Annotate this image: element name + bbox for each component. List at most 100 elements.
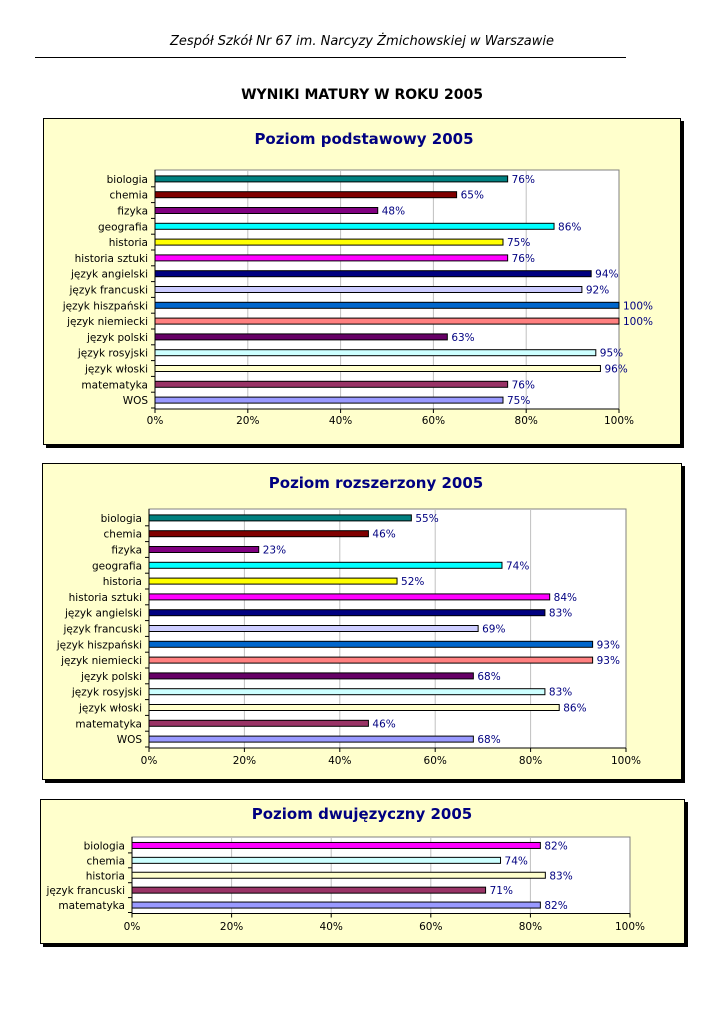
bar bbox=[131, 901, 541, 909]
chart-panel-extended: Poziom rozszerzony 2005 0% 20% 40% 60% 80% 100… bbox=[42, 463, 682, 780]
bar bbox=[154, 207, 379, 214]
category-label: chemia bbox=[104, 529, 142, 541]
value-label: 83% bbox=[549, 687, 572, 699]
bar bbox=[148, 704, 560, 711]
document-title: WYNIKI MATURY W ROKU 2005 bbox=[241, 87, 483, 103]
category-label: język polski bbox=[80, 671, 142, 683]
category-label: język francuski bbox=[45, 885, 125, 897]
category-label: historia bbox=[103, 576, 142, 588]
category-label: geografia bbox=[92, 560, 142, 572]
category-label: język polski bbox=[86, 332, 148, 344]
bar bbox=[154, 349, 597, 357]
bar bbox=[148, 688, 546, 696]
x-tick-label: 40% bbox=[320, 921, 343, 933]
category-label: WOS bbox=[117, 734, 143, 746]
x-tick-label: 60% bbox=[419, 921, 442, 933]
value-label: 93% bbox=[597, 639, 620, 651]
value-label: 75% bbox=[507, 237, 530, 249]
bar bbox=[154, 175, 509, 183]
category-label: język hiszpański bbox=[56, 639, 142, 651]
category-label: geografia bbox=[98, 221, 148, 233]
value-label: 100% bbox=[623, 300, 653, 312]
value-label: 93% bbox=[597, 655, 620, 667]
category-label: historia bbox=[109, 237, 148, 249]
category-label: fizyka bbox=[111, 545, 142, 557]
category-label: matematyka bbox=[58, 900, 125, 912]
value-label: 83% bbox=[549, 608, 572, 620]
bar bbox=[148, 672, 474, 680]
bar bbox=[148, 735, 474, 743]
bar bbox=[148, 640, 594, 648]
value-label: 94% bbox=[595, 269, 618, 281]
value-label: 48% bbox=[382, 206, 405, 218]
bar bbox=[131, 841, 541, 849]
value-label: 55% bbox=[415, 513, 438, 525]
chart-title: Poziom dwujęzyczny 2005 bbox=[252, 805, 472, 823]
category-label: matematyka bbox=[81, 379, 148, 391]
category-label: język francuski bbox=[68, 285, 148, 297]
value-label: 96% bbox=[604, 364, 627, 376]
category-label: biologia bbox=[101, 513, 142, 525]
x-tick-label: 0% bbox=[124, 921, 141, 933]
category-label: chemia bbox=[87, 855, 125, 867]
bar bbox=[148, 719, 369, 727]
value-label: 65% bbox=[461, 190, 484, 202]
bar bbox=[154, 317, 620, 325]
category-label: język włoski bbox=[78, 703, 142, 715]
x-tick-label: 0% bbox=[147, 415, 164, 427]
category-label: matematyka bbox=[75, 718, 142, 730]
chart-panel-bilingual: Poziom dwujęzyczny 2005 0% 20% 40% 60% 80% 100… bbox=[40, 799, 685, 944]
x-tick-label: 100% bbox=[615, 921, 645, 933]
x-tick-label: 80% bbox=[519, 755, 542, 767]
bar bbox=[154, 238, 504, 246]
value-label: 52% bbox=[401, 576, 424, 588]
value-label: 63% bbox=[451, 332, 474, 344]
category-label: fizyka bbox=[117, 206, 148, 218]
value-label: 100% bbox=[623, 316, 653, 328]
x-tick-label: 100% bbox=[604, 415, 634, 427]
value-label: 82% bbox=[544, 900, 567, 912]
value-label: 46% bbox=[372, 529, 395, 541]
category-label: język francuski bbox=[62, 624, 142, 636]
bar bbox=[154, 333, 448, 341]
value-label: 82% bbox=[544, 840, 567, 852]
x-tick-label: 80% bbox=[515, 415, 538, 427]
value-label: 75% bbox=[507, 395, 530, 407]
x-tick-label: 20% bbox=[233, 755, 256, 767]
x-tick-label: 0% bbox=[141, 755, 158, 767]
value-label: 46% bbox=[372, 718, 395, 730]
category-label: historia sztuki bbox=[69, 592, 142, 604]
value-label: 23% bbox=[263, 545, 286, 557]
bar bbox=[148, 530, 369, 538]
x-tick-label: 100% bbox=[611, 755, 641, 767]
category-label: historia bbox=[86, 870, 125, 882]
chart-panel-basic: Poziom podstawowy 2005 0% 20% 40% 60% 80% 100%… bbox=[43, 118, 681, 445]
bar bbox=[154, 365, 601, 372]
x-tick-label: 60% bbox=[422, 415, 445, 427]
value-label: 68% bbox=[477, 671, 500, 683]
x-tick-label: 80% bbox=[519, 921, 542, 933]
bar bbox=[154, 286, 583, 293]
x-tick-label: 20% bbox=[220, 921, 243, 933]
header-rule bbox=[35, 57, 626, 58]
value-label: 76% bbox=[512, 174, 535, 186]
value-label: 69% bbox=[482, 624, 505, 636]
bar bbox=[154, 270, 592, 278]
bar bbox=[154, 380, 509, 388]
category-label: chemia bbox=[110, 190, 148, 202]
bar bbox=[148, 656, 594, 664]
bar bbox=[148, 546, 260, 553]
value-label: 76% bbox=[512, 379, 535, 391]
bar bbox=[148, 514, 412, 522]
bar bbox=[154, 301, 620, 309]
value-label: 86% bbox=[558, 221, 581, 233]
value-label: 84% bbox=[554, 592, 577, 604]
category-label: biologia bbox=[84, 840, 125, 852]
value-label: 83% bbox=[549, 870, 572, 882]
chart-title: Poziom rozszerzony 2005 bbox=[269, 474, 483, 492]
page-header: Zespół Szkół Nr 67 im. Narcyzy Żmichowsk… bbox=[170, 34, 554, 49]
bar bbox=[154, 191, 458, 199]
x-tick-label: 20% bbox=[236, 415, 259, 427]
bar bbox=[131, 886, 487, 894]
chart-extended: Poziom rozszerzony 2005 0% 20% 40% 60% 80% 100… bbox=[56, 474, 641, 767]
